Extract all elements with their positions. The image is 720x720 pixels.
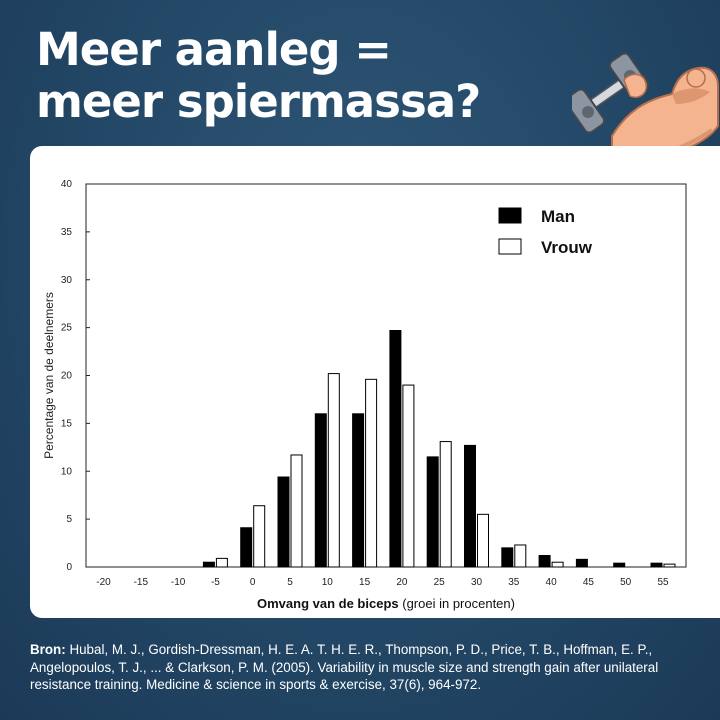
source-text: Hubal, M. J., Gordish-Dressman, H. E. A.… xyxy=(30,642,659,692)
dumbbell-icon xyxy=(564,52,650,134)
x-tick-label-55: 55 xyxy=(657,577,669,588)
bar-man-30 xyxy=(464,444,476,568)
title-line-2: meer spiermassa? xyxy=(36,75,481,128)
x-tick-label-45: 45 xyxy=(583,577,595,588)
y-tick-label-20: 20 xyxy=(61,371,73,382)
y-axis-label: Percentage van de deelnemers xyxy=(42,292,56,459)
y-tick-label-15: 15 xyxy=(61,418,73,429)
bar-man-5 xyxy=(277,476,290,568)
bar-chart: 0 5 10 15 20 25 30 35 40 -20 -15 -10 -5 0 5 10 15 20 25 30 3… xyxy=(42,179,687,611)
bar-man-0 xyxy=(240,527,253,568)
bar-man--5 xyxy=(202,561,215,568)
bar-man-35 xyxy=(501,547,514,568)
title-line-1: Meer aanleg = xyxy=(36,23,392,76)
y-tick-label-35: 35 xyxy=(61,227,73,238)
bar-man-25 xyxy=(426,456,439,568)
legend-label-vrouw: Vrouw xyxy=(541,238,593,257)
x-tick-label-35: 35 xyxy=(508,577,520,588)
x-tick-label-15: 15 xyxy=(359,577,371,588)
y-tick-label-30: 30 xyxy=(61,275,73,286)
bar-man-20 xyxy=(389,329,402,568)
bar-vrouw-15 xyxy=(365,378,378,568)
chart-card: 0 5 10 15 20 25 30 35 40 -20 -15 -10 -5 0 5 10 15 20 25 30 3… xyxy=(30,146,720,618)
y-tick-label-40: 40 xyxy=(61,179,73,190)
legend-label-man: Man xyxy=(541,207,575,226)
plot-frame xyxy=(85,183,687,568)
x-axis-label: Omvang van de biceps (groei in procenten… xyxy=(257,596,515,611)
bar-man-40 xyxy=(538,555,551,568)
y-tick-label-5: 5 xyxy=(66,514,72,525)
x-tick-label--20: -20 xyxy=(96,577,111,588)
x-tick-label--10: -10 xyxy=(171,577,186,588)
x-tick-label--5: -5 xyxy=(211,577,220,588)
bar-vrouw-20 xyxy=(402,384,415,568)
legend-swatch-man xyxy=(498,207,522,224)
bar-vrouw-30 xyxy=(477,513,489,568)
y-tick-label-0: 0 xyxy=(66,562,72,573)
bar-vrouw-5 xyxy=(290,454,303,568)
y-tick-label-10: 10 xyxy=(61,466,73,477)
bar-vrouw-25 xyxy=(439,441,452,568)
x-tick-label--15: -15 xyxy=(134,577,149,588)
bar-vrouw-35 xyxy=(514,544,527,568)
x-tick-label-25: 25 xyxy=(434,577,446,588)
bar-vrouw-10 xyxy=(327,373,340,568)
bar-vrouw--5 xyxy=(215,557,228,568)
x-tick-label-40: 40 xyxy=(546,577,558,588)
x-axis-label-unit: (groei in procenten) xyxy=(399,596,515,611)
strength-illustration xyxy=(564,46,720,174)
bar-man-50 xyxy=(613,562,626,568)
x-tick-label-50: 50 xyxy=(620,577,632,588)
x-tick-label-5: 5 xyxy=(287,577,293,588)
source-label: Bron: xyxy=(30,642,66,657)
bar-man-10 xyxy=(314,413,327,568)
x-tick-label-0: 0 xyxy=(250,577,256,588)
bar-man-45 xyxy=(575,558,588,568)
bar-man-15 xyxy=(352,413,365,568)
legend-swatch-vrouw xyxy=(498,238,522,255)
x-tick-label-30: 30 xyxy=(471,577,483,588)
bar-vrouw-0 xyxy=(253,505,266,568)
bar-vrouw-55 xyxy=(663,563,676,568)
bar-man-55 xyxy=(650,562,663,568)
source-citation: Bron: Hubal, M. J., Gordish-Dressman, H.… xyxy=(30,641,700,694)
x-tick-label-10: 10 xyxy=(322,577,334,588)
x-axis-label-main: Omvang van de biceps xyxy=(257,596,399,611)
y-tick-label-25: 25 xyxy=(61,323,73,334)
page-title: Meer aanleg = meer spiermassa? xyxy=(36,23,481,128)
bar-vrouw-40 xyxy=(551,561,564,568)
x-tick-label-20: 20 xyxy=(396,577,408,588)
